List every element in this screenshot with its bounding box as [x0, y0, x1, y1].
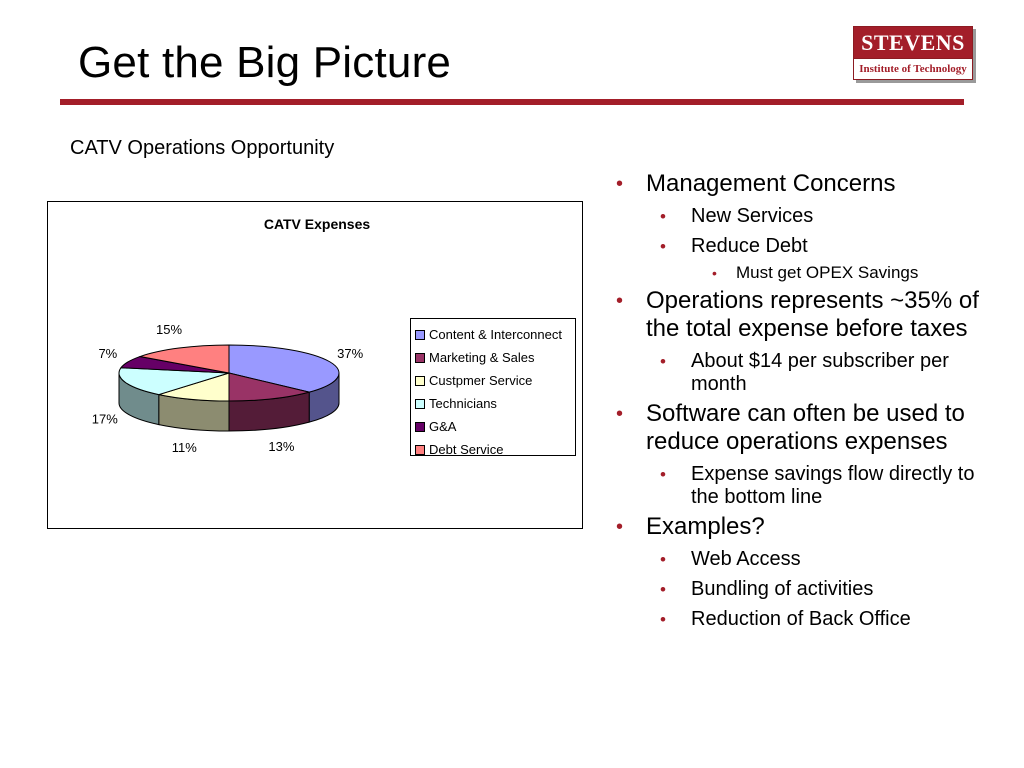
bullet-item: • Web Access: [604, 548, 1004, 571]
bullet-text: Bundling of activities: [691, 578, 874, 600]
logo-name: STEVENS: [854, 27, 972, 58]
pie-chart: CATV Expenses 37% 13% 11% 17% 7% 15%: [92, 216, 371, 455]
bullet-marker: •: [616, 516, 624, 538]
bullet-item: • Reduction of Back Office: [604, 608, 1004, 631]
legend-item: Marketing & Sales: [415, 346, 575, 369]
legend-label: Custpmer Service: [429, 373, 533, 388]
title-divider: [60, 99, 964, 105]
bullet-marker: •: [660, 580, 666, 599]
chart-legend: Content & Interconnect Marketing & Sales C…: [410, 318, 576, 457]
legend-swatch: [415, 444, 425, 455]
bullet-marker: •: [616, 173, 624, 195]
bullet-marker: •: [712, 265, 717, 281]
legend-label: Marketing & Sales: [429, 350, 535, 365]
bullet-marker: •: [660, 465, 666, 484]
slide-title: Get the Big Picture: [78, 38, 452, 87]
legend-item: Technicians: [415, 392, 575, 415]
bullet-item: • Software can often be used to reduce op…: [604, 400, 1004, 456]
bullet-text: Expense savings flow directly to the bot…: [691, 463, 975, 508]
legend-label: Content & Interconnect: [429, 327, 562, 342]
bullet-item: • Must get OPEX Savings: [604, 263, 1004, 283]
bullet-text: Examples?: [646, 513, 765, 540]
pie-data-label: 7%: [98, 346, 117, 361]
bullet-text: About $14 per subscriber per month: [691, 350, 949, 395]
stevens-logo: STEVENS Institute of Technology: [853, 26, 973, 80]
legend-swatch: [415, 352, 425, 363]
bullet-text: Software can often be used to reduce ope…: [646, 400, 965, 455]
bullet-marker: •: [616, 290, 624, 312]
bullet-marker: •: [660, 352, 666, 371]
bullet-item: • Bundling of activities: [604, 578, 1004, 601]
logo-subtitle: Institute of Technology: [854, 58, 972, 80]
bullet-marker: •: [660, 610, 666, 629]
legend-label: G&A: [429, 419, 457, 434]
bullet-marker: •: [616, 403, 624, 425]
legend-swatch: [415, 329, 425, 340]
bullet-item: • New Services: [604, 205, 1004, 228]
bullet-text: Management Concerns: [646, 170, 896, 197]
bullet-item: • Examples?: [604, 513, 1004, 541]
pie-slice: [138, 344, 230, 374]
legend-item: Content & Interconnect: [415, 323, 575, 346]
pie-data-label: 37%: [337, 346, 363, 361]
legend-swatch: [415, 375, 425, 386]
bullet-text: Must get OPEX Savings: [736, 263, 919, 282]
bullet-text: Reduce Debt: [691, 235, 808, 257]
bullet-item: • Management Concerns: [604, 170, 1004, 198]
bullet-item: • Reduce Debt: [604, 235, 1004, 258]
chart-frame: CATV Expenses 37% 13% 11% 17% 7% 15% Content …: [47, 201, 583, 529]
bullet-text: Operations represents ~35% of the total …: [646, 287, 979, 342]
pie-slice: [228, 372, 310, 402]
chart-heading: CATV Operations Opportunity: [70, 137, 335, 159]
bullet-marker: •: [660, 207, 666, 226]
bullet-marker: •: [660, 550, 666, 569]
bullet-item: • About $14 per subscriber per month: [604, 350, 1004, 396]
legend-label: Technicians: [429, 396, 497, 411]
bullet-marker: •: [660, 237, 666, 256]
bullet-text: Reduction of Back Office: [691, 608, 911, 630]
bullet-list: • Management Concerns • New Services • Reduce…: [604, 166, 1004, 631]
pie-data-label: 17%: [92, 411, 118, 426]
legend-item: Custpmer Service: [415, 369, 575, 392]
bullet-text: Web Access: [691, 548, 801, 570]
pie-data-label: 15%: [156, 322, 182, 337]
pie-data-label: 11%: [172, 440, 197, 455]
bullet-item: • Expense savings flow directly to the bo…: [604, 463, 1004, 509]
pie-slice: [228, 344, 340, 393]
legend-item: G&A: [415, 415, 575, 438]
legend-label: Debt Service: [429, 442, 504, 457]
legend-item: Debt Service: [415, 438, 575, 461]
legend-swatch: [415, 398, 425, 409]
pie-slice: [118, 367, 230, 396]
pie-slice: [156, 372, 230, 402]
bullet-text: New Services: [691, 205, 814, 227]
pie-data-label: 13%: [268, 439, 294, 454]
legend-swatch: [415, 421, 425, 432]
bullet-item: • Operations represents ~35% of the total…: [604, 287, 1004, 343]
chart-title: CATV Expenses: [264, 216, 371, 232]
